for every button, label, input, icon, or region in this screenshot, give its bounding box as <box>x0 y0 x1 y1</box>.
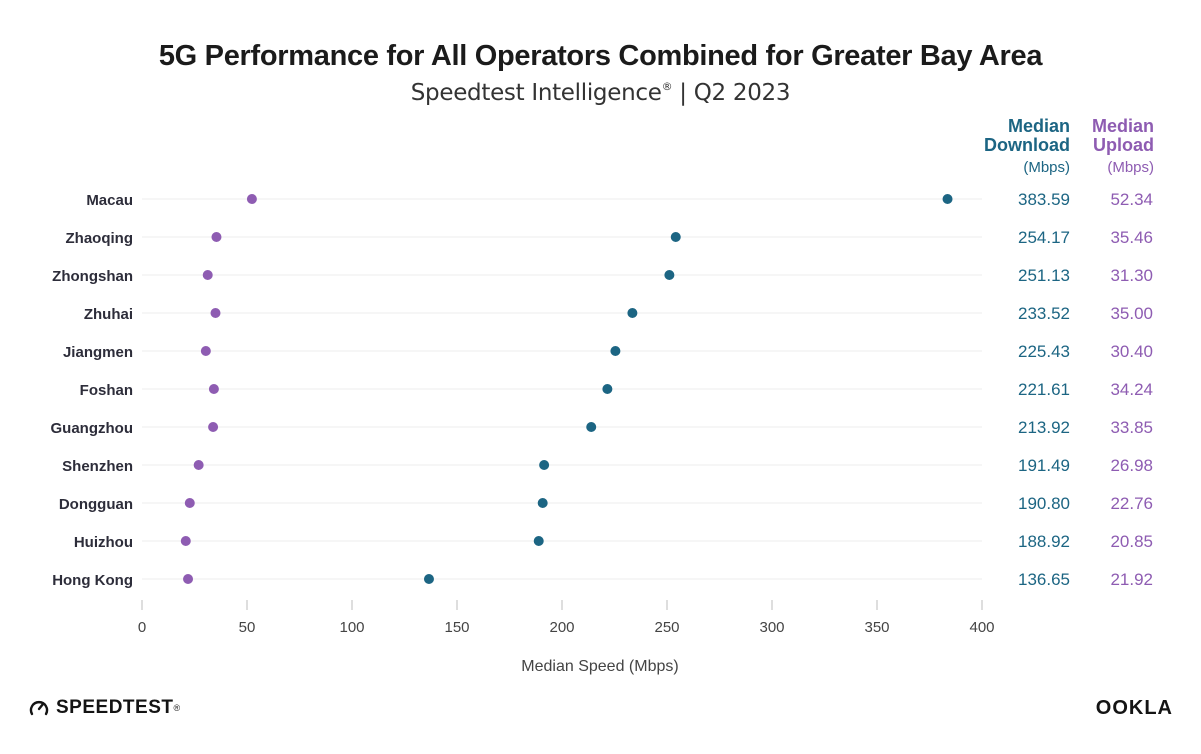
category-label: Huizhou <box>74 534 133 551</box>
upload-point <box>200 346 211 356</box>
download-point <box>602 384 613 394</box>
upload-point <box>183 574 194 584</box>
upload-header-line1: Median <box>1091 116 1154 136</box>
download-column-header: Median Download (Mbps) <box>960 117 1070 177</box>
download-point <box>942 194 953 204</box>
download-value: 221.61 <box>1018 380 1070 399</box>
upload-value: 34.24 <box>1110 380 1153 399</box>
chart-title: 5G Performance for All Operators Combine… <box>158 40 1043 72</box>
subtitle-period: | Q2 2023 <box>679 80 791 106</box>
category-label: Hong Kong <box>52 572 133 589</box>
upload-value: 35.00 <box>1110 304 1153 323</box>
speedtest-logo: SPEEDTEST ® <box>28 697 180 719</box>
download-point <box>664 270 675 280</box>
category-label: Guangzhou <box>51 420 134 437</box>
upload-point <box>208 422 219 432</box>
upload-point <box>184 498 195 508</box>
upload-point <box>202 270 213 280</box>
upload-point <box>211 232 222 242</box>
category-label: Dongguan <box>59 496 133 513</box>
x-tick-label: 400 <box>969 619 994 636</box>
upload-column-header: Median Upload (Mbps) <box>1070 117 1154 177</box>
upload-value: 52.34 <box>1110 190 1153 209</box>
x-axis-label: Median Speed (Mbps) <box>521 658 678 675</box>
ookla-logo: OOKLA <box>1096 697 1173 720</box>
download-value: 225.43 <box>1018 342 1070 361</box>
download-point <box>533 536 544 546</box>
upload-value: 30.40 <box>1110 342 1153 361</box>
upload-point <box>180 536 191 546</box>
download-point <box>670 232 681 242</box>
category-label: Foshan <box>80 382 133 399</box>
x-axis: 0 50 100 150 200 250 300 350 400 <box>138 600 995 636</box>
download-point <box>610 346 621 356</box>
category-label: Zhuhai <box>84 306 133 323</box>
upload-point <box>246 194 257 204</box>
download-value: 383.59 <box>1018 190 1070 209</box>
category-label: Jiangmen <box>63 344 133 361</box>
category-label: Zhaoqing <box>66 230 134 247</box>
upload-point <box>193 460 204 470</box>
upload-value: 33.85 <box>1110 418 1153 437</box>
download-value: 136.65 <box>1018 570 1070 589</box>
upload-value: 20.85 <box>1110 532 1153 551</box>
subtitle-source: Speedtest Intelligence <box>410 80 662 106</box>
download-header-line2: Download <box>984 135 1070 155</box>
upload-value: 31.30 <box>1110 266 1153 285</box>
download-point <box>537 498 548 508</box>
x-tick-label: 150 <box>444 619 469 636</box>
upload-value: 22.76 <box>1110 494 1153 513</box>
chart-subtitle: Speedtest Intelligence® | Q2 2023 <box>0 80 1201 106</box>
download-value: 251.13 <box>1018 266 1070 285</box>
category-label: Zhongshan <box>52 268 133 285</box>
download-value: 188.92 <box>1018 532 1070 551</box>
download-value: 233.52 <box>1018 304 1070 323</box>
upload-value: 35.46 <box>1110 228 1153 247</box>
x-tick-label: 50 <box>239 619 256 636</box>
upload-value: 21.92 <box>1110 570 1153 589</box>
category-label: Macau <box>86 192 133 209</box>
download-point <box>627 308 638 318</box>
data-points <box>180 194 953 584</box>
upload-value: 26.98 <box>1110 456 1153 475</box>
row-labels: Macau Zhaoqing Zhongshan Zhuhai Jiangmen Fosh… <box>51 192 134 589</box>
download-value: 191.49 <box>1018 456 1070 475</box>
registered-mark: ® <box>661 80 673 93</box>
gridlines <box>142 198 982 580</box>
download-value: 190.80 <box>1018 494 1070 513</box>
upload-point <box>210 308 221 318</box>
download-value: 254.17 <box>1018 228 1070 247</box>
download-point <box>423 574 434 584</box>
download-header-line1: Median <box>1007 116 1070 136</box>
category-label: Shenzhen <box>62 458 133 475</box>
speedometer-icon <box>29 701 49 716</box>
speedtest-registered-mark: ® <box>173 703 181 713</box>
x-tick-label: 0 <box>138 619 146 636</box>
x-tick-label: 250 <box>654 619 679 636</box>
download-point <box>539 460 550 470</box>
ookla-wordmark: OOKLA <box>1095 697 1173 719</box>
x-tick-label: 350 <box>864 619 889 636</box>
download-point <box>586 422 597 432</box>
value-columns: 383.59 254.17 251.13 233.52 225.43 221.61 213.… <box>1018 190 1153 589</box>
x-tick-label: 300 <box>759 619 784 636</box>
download-value: 213.92 <box>1018 418 1070 437</box>
download-header-unit: (Mbps) <box>1023 159 1070 176</box>
upload-point <box>208 384 219 394</box>
x-tick-label: 100 <box>339 619 364 636</box>
x-tick-label: 200 <box>549 619 574 636</box>
speedtest-wordmark: SPEEDTEST <box>56 697 174 718</box>
upload-header-unit: (Mbps) <box>1107 159 1154 176</box>
upload-header-line2: Upload <box>1093 135 1154 155</box>
